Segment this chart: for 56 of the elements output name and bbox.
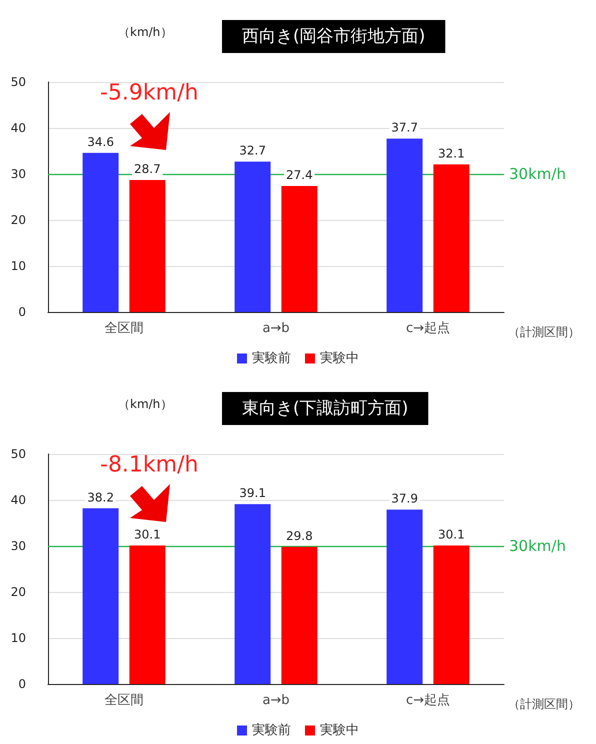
bar (281, 546, 318, 684)
data-label: 37.7 (391, 120, 418, 135)
bar (82, 508, 119, 684)
data-label: 37.9 (391, 492, 418, 506)
chart-title: 西向き(岡谷市街地方面) (242, 26, 426, 46)
data-label: 38.2 (87, 490, 114, 504)
data-label: 30.1 (438, 528, 465, 542)
x-tick-label: 全区間 (104, 693, 144, 708)
x-axis-title: （計測区間） (508, 325, 580, 339)
y-axis-title: （km/h） (118, 25, 172, 39)
y-tick-label: 0 (18, 677, 26, 691)
y-tick-label: 30 (10, 167, 26, 181)
x-tick-label: a→b (262, 693, 290, 708)
x-tick-label: c→起点 (406, 693, 450, 708)
bar (386, 138, 423, 312)
annotation: -5.9km/h (100, 80, 198, 106)
x-tick-label: 全区間 (104, 321, 144, 336)
data-label: 27.4 (286, 168, 313, 182)
bar (129, 180, 166, 312)
y-axis-title: （km/h） (118, 397, 172, 411)
y-tick-label: 50 (10, 75, 26, 89)
y-tick-label: 20 (10, 585, 26, 599)
y-tick-label: 10 (10, 631, 26, 645)
bar (234, 162, 271, 312)
bar (433, 546, 470, 684)
data-label: 39.1 (239, 486, 266, 500)
bar (129, 546, 166, 684)
data-label: 28.7 (134, 162, 161, 176)
data-label: 30.1 (134, 528, 161, 542)
legend-label: 実験前 (252, 350, 291, 366)
x-tick-label: c→起点 (406, 321, 450, 336)
bar (433, 164, 470, 312)
y-tick-label: 50 (10, 447, 26, 461)
y-tick-label: 0 (18, 305, 26, 319)
x-axis-title: （計測区間） (508, 697, 580, 711)
bar (234, 504, 271, 684)
data-label: 34.6 (87, 134, 114, 149)
bar (281, 186, 318, 312)
y-tick-label: 40 (10, 121, 26, 135)
y-tick-label: 20 (10, 213, 26, 227)
legend-label: 実験中 (320, 722, 359, 738)
x-tick-label: a→b (262, 321, 290, 336)
y-tick-label: 40 (10, 493, 26, 507)
bar (386, 510, 423, 684)
data-label: 32.7 (239, 144, 266, 158)
y-tick-label: 30 (10, 539, 26, 553)
ref-line-label: 30km/h (509, 537, 566, 555)
data-label: 29.8 (286, 528, 313, 543)
annotation: -8.1km/h (100, 452, 198, 478)
bar (82, 152, 119, 312)
ref-line-label: 30km/h (509, 165, 566, 183)
chart-title: 東向き(下諏訪町方面) (242, 398, 408, 418)
y-tick-label: 10 (10, 259, 26, 273)
legend-label: 実験前 (252, 722, 291, 738)
data-label: 32.1 (438, 146, 465, 160)
legend-label: 実験中 (320, 350, 359, 366)
